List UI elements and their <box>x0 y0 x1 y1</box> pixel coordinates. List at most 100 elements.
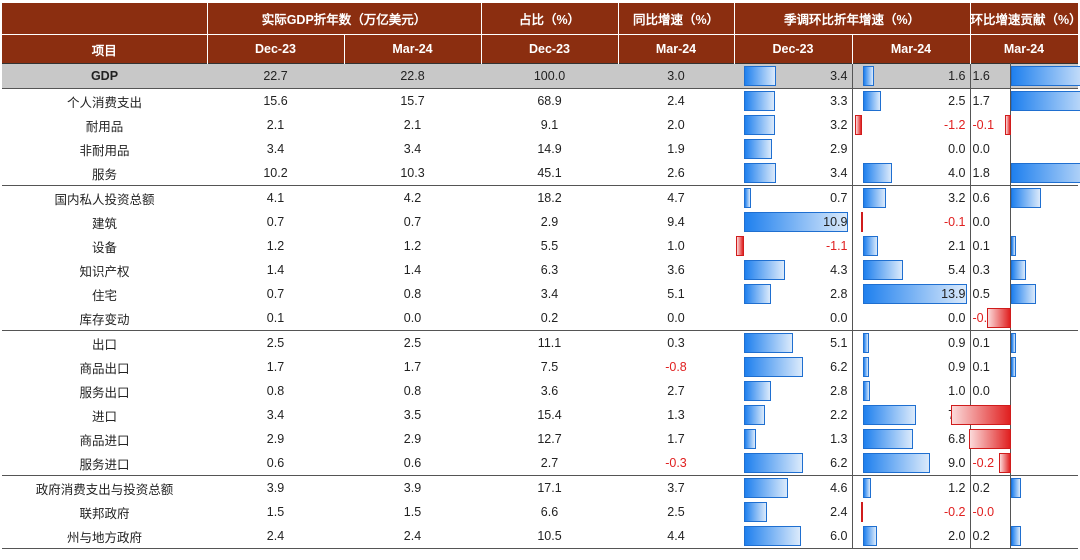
share-cell: 7.5 <box>481 355 618 379</box>
qoq-dec-cell-bar <box>744 502 767 522</box>
contrib-cell: 1.6 <box>970 64 1010 89</box>
qoq-dec-cell: 2.8 <box>734 282 852 306</box>
qoq-mar-cell-value: 5.4 <box>948 258 965 282</box>
contrib-bar-cell <box>1010 161 1078 186</box>
qoq-dec-cell: 0.0 <box>734 306 852 331</box>
header-group-share: 占比（%） <box>481 3 618 35</box>
contrib-bar <box>1011 357 1016 377</box>
qoq-dec-cell-bar <box>744 478 788 498</box>
contrib-bar <box>1005 115 1011 135</box>
gdp-dec-cell: 0.1 <box>207 306 344 331</box>
qoq-dec-cell-value: 6.0 <box>830 524 847 548</box>
contrib-bar-cell <box>1010 258 1078 282</box>
qoq-mar-cell: 2.5 <box>852 89 970 114</box>
qoq-mar-cell: 2.0 <box>852 524 970 549</box>
share-cell: 14.9 <box>481 137 618 161</box>
gdp-mar-cell: 1.2 <box>344 234 481 258</box>
gdp-dec-cell: 4.1 <box>207 186 344 211</box>
qoq-mar-cell-bar <box>863 405 917 425</box>
qoq-mar-cell-value: 2.1 <box>948 234 965 258</box>
contrib-bar-cell <box>1010 476 1078 501</box>
qoq-dec-cell: 3.4 <box>734 161 852 186</box>
contrib-cell: 1.8 <box>970 161 1010 186</box>
qoq-mar-cell-value: 13.9 <box>941 282 965 306</box>
qoq-dec-cell-bar <box>744 453 803 473</box>
contrib-cell: 0.0 <box>970 137 1010 161</box>
gdp-mar-cell: 2.4 <box>344 524 481 549</box>
row-label: 服务 <box>2 161 207 186</box>
qoq-mar-cell-value: -0.1 <box>944 210 966 234</box>
yoy-cell: 2.0 <box>618 113 734 137</box>
yoy-cell: 0.3 <box>618 331 734 356</box>
contrib-bar-cell <box>1010 524 1078 549</box>
contrib-bar-cell <box>1010 89 1078 114</box>
qoq-mar-cell: 4.0 <box>852 161 970 186</box>
qoq-dec-cell: 0.7 <box>734 186 852 211</box>
qoq-mar-cell: 3.2 <box>852 186 970 211</box>
yoy-cell: 1.3 <box>618 403 734 427</box>
qoq-mar-cell-bar <box>863 357 870 377</box>
qoq-dec-cell-bar <box>744 381 771 401</box>
contrib-bar-cell <box>1010 355 1078 379</box>
qoq-mar-cell: 5.4 <box>852 258 970 282</box>
qoq-dec-cell: 3.4 <box>734 64 852 89</box>
qoq-mar-cell-value: 1.2 <box>948 476 965 500</box>
contrib-bar <box>969 429 1011 449</box>
share-cell: 6.3 <box>481 258 618 282</box>
contrib-bar-cell <box>1010 403 1078 427</box>
qoq-dec-cell: 3.3 <box>734 89 852 114</box>
yoy-cell: 3.6 <box>618 258 734 282</box>
qoq-mar-cell-bar <box>863 188 887 208</box>
qoq-mar-cell-value: 2.5 <box>948 89 965 113</box>
contrib-bar <box>1011 526 1021 546</box>
qoq-dec-cell-value: 10.9 <box>823 210 847 234</box>
yoy-cell: 2.7 <box>618 379 734 403</box>
share-cell: 17.1 <box>481 476 618 501</box>
contrib-bar-cell <box>1010 500 1078 524</box>
qoq-dec-cell: 2.4 <box>734 500 852 524</box>
qoq-mar-cell-bar <box>863 236 879 256</box>
gdp-mar-cell: 0.8 <box>344 282 481 306</box>
gdp-dec-cell: 3.4 <box>207 137 344 161</box>
gdp-mar-cell: 22.8 <box>344 64 481 89</box>
qoq-dec-cell-bar <box>744 429 756 449</box>
header-empty <box>2 3 207 35</box>
qoq-dec-cell-value: 6.2 <box>830 451 847 475</box>
qoq-dec-cell: 2.2 <box>734 403 852 427</box>
qoq-dec-cell: 4.6 <box>734 476 852 501</box>
qoq-mar-cell: -0.1 <box>852 210 970 234</box>
row-label: 商品出口 <box>2 355 207 379</box>
yoy-cell: 9.4 <box>618 210 734 234</box>
contrib-bar <box>1011 163 1080 183</box>
qoq-dec-cell-bar <box>744 284 771 304</box>
qoq-mar-cell: -0.2 <box>852 500 970 524</box>
gdp-mar-cell: 3.9 <box>344 476 481 501</box>
contrib-bar <box>1011 91 1080 111</box>
header-date: Mar-24 <box>970 35 1078 64</box>
contrib-cell: 1.7 <box>970 89 1010 114</box>
gdp-dec-cell: 3.4 <box>207 403 344 427</box>
qoq-dec-cell: 1.3 <box>734 427 852 451</box>
gdp-mar-cell: 4.2 <box>344 186 481 211</box>
qoq-dec-cell-value: 0.0 <box>830 306 847 330</box>
qoq-mar-cell-value: 0.9 <box>948 355 965 379</box>
share-cell: 68.9 <box>481 89 618 114</box>
qoq-mar-cell-bar <box>863 478 872 498</box>
qoq-mar-cell-bar <box>863 526 878 546</box>
gdp-dec-cell: 3.9 <box>207 476 344 501</box>
contrib-bar-cell <box>1010 379 1078 403</box>
gdp-table: 实际GDP折年数（万亿美元） 占比（%） 同比增速（%） 季调环比折年增速（%）… <box>2 3 1079 549</box>
header-row-groups: 实际GDP折年数（万亿美元） 占比（%） 同比增速（%） 季调环比折年增速（%）… <box>2 3 1078 35</box>
yoy-cell: 3.7 <box>618 476 734 501</box>
gdp-dec-cell: 1.4 <box>207 258 344 282</box>
gdp-dec-cell: 0.7 <box>207 282 344 306</box>
yoy-cell: 3.0 <box>618 64 734 89</box>
qoq-dec-cell: 4.3 <box>734 258 852 282</box>
